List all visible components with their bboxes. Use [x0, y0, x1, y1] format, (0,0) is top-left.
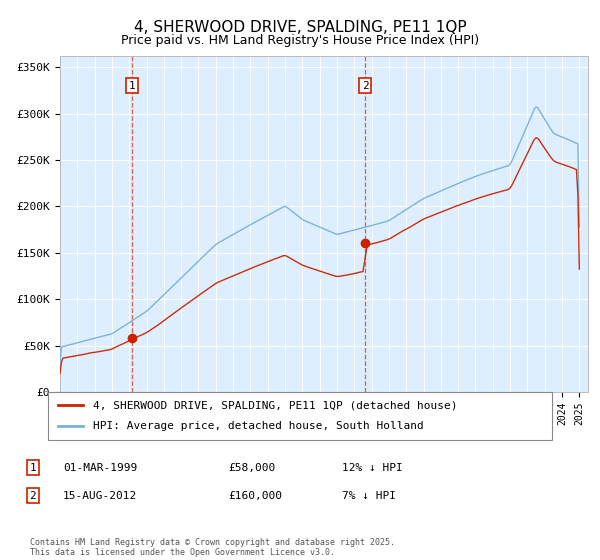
FancyBboxPatch shape	[48, 392, 552, 440]
Text: 12% ↓ HPI: 12% ↓ HPI	[342, 463, 403, 473]
Text: 2: 2	[29, 491, 37, 501]
Text: 1: 1	[29, 463, 37, 473]
Text: £58,000: £58,000	[228, 463, 275, 473]
Text: £160,000: £160,000	[228, 491, 282, 501]
Text: 7% ↓ HPI: 7% ↓ HPI	[342, 491, 396, 501]
Text: Contains HM Land Registry data © Crown copyright and database right 2025.
This d: Contains HM Land Registry data © Crown c…	[30, 538, 395, 557]
Text: 2: 2	[362, 81, 368, 91]
Text: 4, SHERWOOD DRIVE, SPALDING, PE11 1QP (detached house): 4, SHERWOOD DRIVE, SPALDING, PE11 1QP (d…	[94, 400, 458, 410]
Text: 1: 1	[129, 81, 136, 91]
Text: Price paid vs. HM Land Registry's House Price Index (HPI): Price paid vs. HM Land Registry's House …	[121, 34, 479, 46]
Text: 15-AUG-2012: 15-AUG-2012	[63, 491, 137, 501]
Text: 4, SHERWOOD DRIVE, SPALDING, PE11 1QP: 4, SHERWOOD DRIVE, SPALDING, PE11 1QP	[134, 20, 466, 35]
Text: 01-MAR-1999: 01-MAR-1999	[63, 463, 137, 473]
Text: HPI: Average price, detached house, South Holland: HPI: Average price, detached house, Sout…	[94, 421, 424, 431]
